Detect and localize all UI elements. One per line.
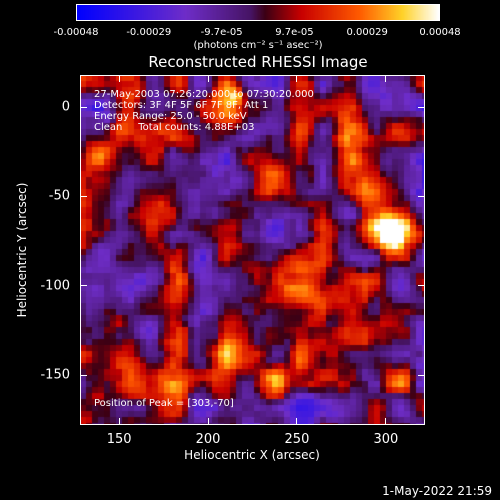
colorbar-tick-label: 9.7e-05 bbox=[275, 27, 314, 38]
info-detectors: Detectors: 3F 4F 5F 6F 7F 8F, Att 1 bbox=[94, 100, 269, 111]
y-tick-label: -50 bbox=[48, 188, 70, 204]
colorbar-unit-label: (photons cm⁻² s⁻¹ asec⁻²) bbox=[193, 40, 323, 51]
colorbar-tick-label: -0.00029 bbox=[126, 27, 172, 38]
heatmap-plot-area bbox=[80, 75, 425, 425]
x-tick-mark bbox=[385, 418, 387, 425]
y-tick-mark bbox=[418, 374, 425, 376]
y-tick-mark bbox=[418, 106, 425, 108]
colorbar-tick-label: 0.00048 bbox=[419, 27, 461, 38]
y-axis-label: Heliocentric Y (arcsec) bbox=[15, 182, 29, 318]
x-tick-mark bbox=[118, 75, 120, 82]
y-tick-label: -150 bbox=[40, 367, 70, 383]
x-tick-mark bbox=[296, 418, 298, 425]
info-peak-position: Position of Peak = [303,-70] bbox=[94, 398, 234, 409]
x-tick-label: 200 bbox=[195, 432, 221, 447]
y-tick-mark bbox=[418, 285, 425, 287]
colorbar-gradient bbox=[77, 5, 439, 20]
chart-title: Reconstructed RHESSI Image bbox=[148, 53, 368, 71]
y-tick-mark bbox=[80, 106, 87, 108]
x-tick-mark bbox=[118, 418, 120, 425]
x-axis-label: Heliocentric X (arcsec) bbox=[184, 448, 320, 462]
x-tick-mark bbox=[296, 75, 298, 82]
colorbar-tick-label: 0.00029 bbox=[346, 27, 388, 38]
x-tick-mark bbox=[207, 75, 209, 82]
y-tick-mark bbox=[80, 195, 87, 197]
x-tick-mark bbox=[207, 418, 209, 425]
x-tick-label: 300 bbox=[373, 432, 399, 447]
x-tick-label: 150 bbox=[106, 432, 132, 447]
y-tick-mark bbox=[80, 285, 87, 287]
footer-timestamp: 1-May-2022 21:59 bbox=[382, 484, 492, 498]
heatmap-canvas bbox=[80, 75, 425, 425]
colorbar-tick-label: -0.00048 bbox=[53, 27, 99, 38]
colorbar-tick-label: -9.7e-05 bbox=[200, 27, 243, 38]
colorbar bbox=[76, 4, 440, 21]
y-tick-mark bbox=[418, 195, 425, 197]
y-tick-label: 0 bbox=[61, 99, 70, 115]
info-method-counts: Clean Total counts: 4.88E+03 bbox=[94, 122, 255, 133]
x-tick-mark bbox=[385, 75, 387, 82]
info-energy-range: Energy Range: 25.0 - 50.0 keV bbox=[94, 111, 247, 122]
y-tick-mark bbox=[80, 374, 87, 376]
y-tick-label: -100 bbox=[40, 278, 70, 294]
x-tick-label: 250 bbox=[284, 432, 310, 447]
info-time-range: 27-May-2003 07:26:20.000 to 07:30:20.000 bbox=[94, 89, 314, 100]
